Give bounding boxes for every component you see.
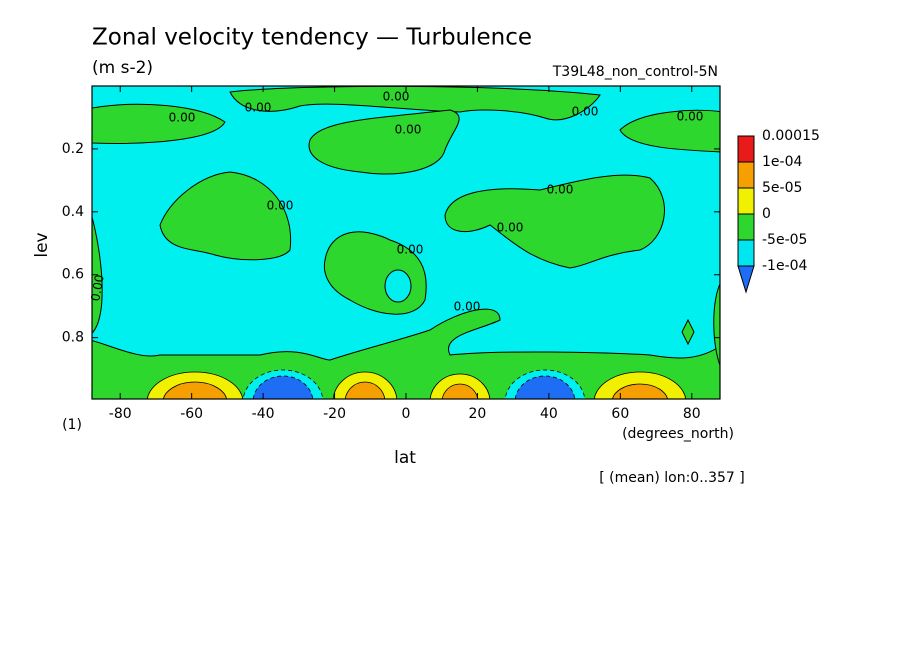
run-label: T39L48_non_control-5N (552, 64, 718, 80)
contour-label: 0.00 (397, 243, 424, 257)
colorbar-box (737, 135, 755, 163)
x-tick-label: -20 (323, 406, 346, 422)
x-axis-label: lat (394, 448, 416, 468)
contour-label: 0.00 (395, 123, 422, 137)
contour-label: 0.00 (383, 90, 410, 104)
contour-label: 0.00 (245, 101, 272, 115)
y-tick-label: 0.8 (62, 330, 84, 346)
contour-label: 0.00 (454, 300, 481, 314)
colorbar-label: -1e-04 (762, 258, 808, 274)
x-tick-label: 40 (540, 406, 558, 422)
contour-label: 0.00 (572, 105, 599, 119)
colorbar-label: 5e-05 (762, 180, 802, 196)
colorbar-box (737, 213, 755, 241)
colorbar-label: 0.00015 (762, 128, 820, 144)
contour-label: 0.00 (267, 199, 294, 213)
y-axis-label: lev (32, 232, 52, 257)
x-tick-label: 20 (469, 406, 487, 422)
contour-label: 0.00 (497, 221, 524, 235)
y-tick-label: 0.6 (62, 267, 84, 283)
y-units: (1) (62, 417, 82, 433)
colorbar-box (737, 187, 755, 215)
contour-label: 0.00 (547, 183, 574, 197)
contour-field (92, 86, 720, 399)
units-label: (m s-2) (92, 58, 153, 78)
note: [ (mean) lon:0..357 ] (599, 470, 744, 486)
x-tick-label: -60 (180, 406, 203, 422)
y-tick-label: 0.4 (62, 204, 84, 220)
x-tick-label: 0 (402, 406, 411, 422)
contour-label: 0.00 (88, 274, 106, 303)
x-tick-label: 60 (611, 406, 629, 422)
x-tick-label: 80 (683, 406, 701, 422)
contour-label: 0.00 (677, 110, 704, 124)
y-tick-label: 0.2 (62, 141, 84, 157)
chart-title: Zonal velocity tendency — Turbulence (92, 25, 532, 51)
x-tick-label: -80 (109, 406, 132, 422)
colorbar-box (737, 161, 755, 189)
x-tick-label: -40 (252, 406, 275, 422)
x-units: (degrees_north) (622, 426, 734, 442)
colorbar-box (737, 239, 755, 267)
colorbar-label: 1e-04 (762, 154, 802, 170)
contour-label: 0.00 (169, 111, 196, 125)
colorbar-label: 0 (762, 206, 771, 222)
colorbar-label: -5e-05 (762, 232, 807, 248)
